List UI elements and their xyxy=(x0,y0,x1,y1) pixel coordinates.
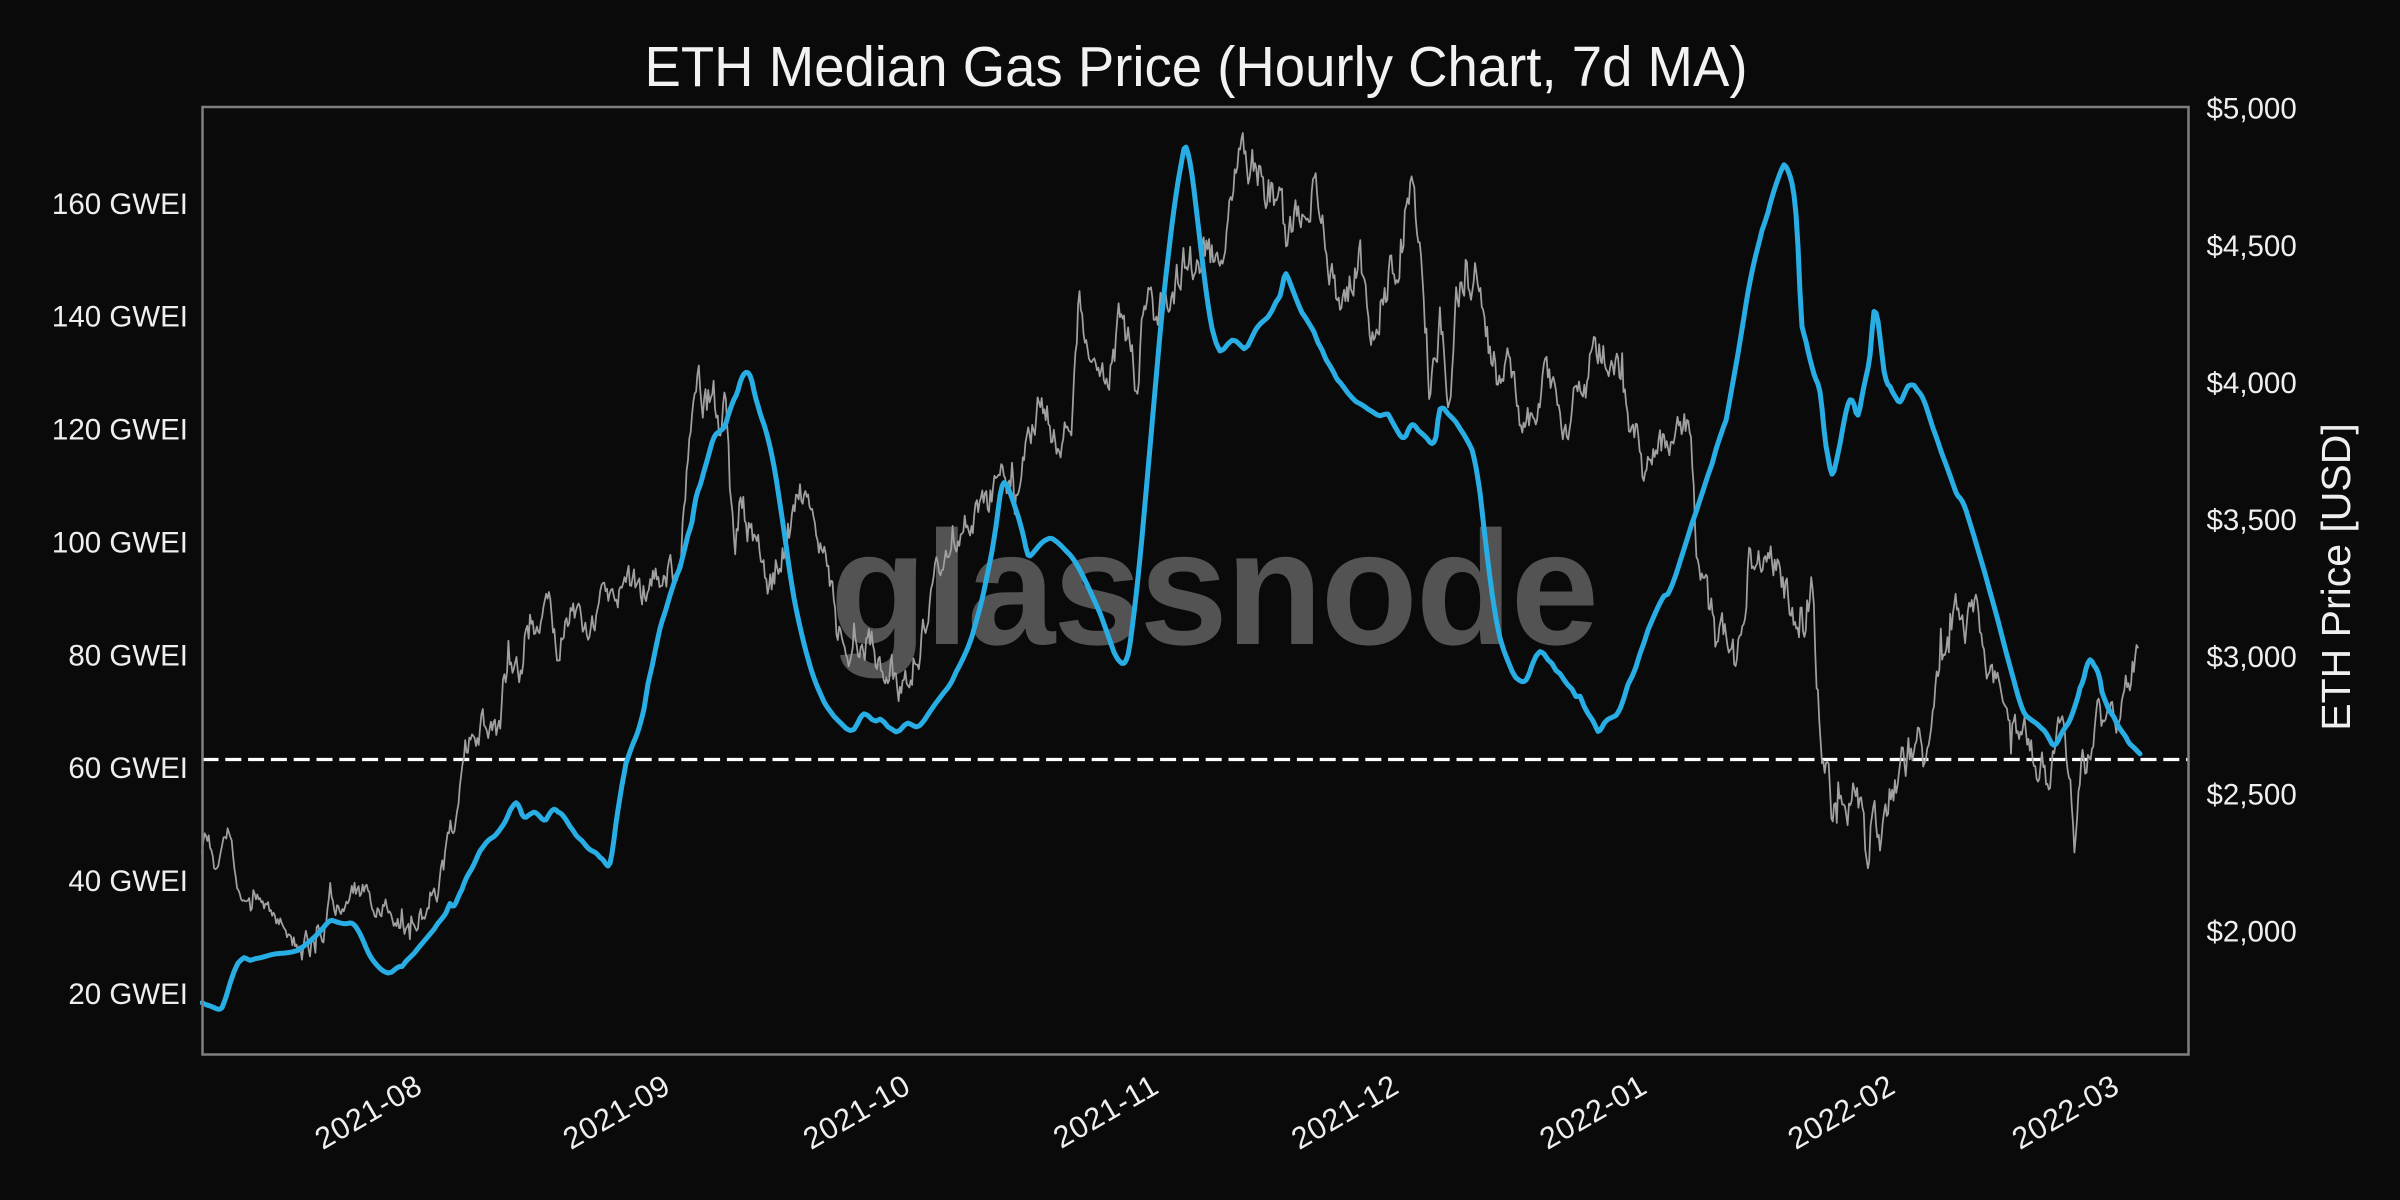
svg-text:$4,000: $4,000 xyxy=(2207,367,2297,400)
svg-text:$2,500: $2,500 xyxy=(2207,778,2297,811)
svg-text:60 GWEI: 60 GWEI xyxy=(68,752,188,785)
svg-text:ETH Price [USD]: ETH Price [USD] xyxy=(2313,423,2359,731)
svg-text:120 GWEI: 120 GWEI xyxy=(52,414,188,447)
svg-text:ETH Median Gas Price (Hourly C: ETH Median Gas Price (Hourly Chart, 7d M… xyxy=(645,35,1748,99)
svg-text:$5,000: $5,000 xyxy=(2207,93,2297,126)
svg-text:$2,000: $2,000 xyxy=(2207,915,2297,948)
svg-text:20 GWEI: 20 GWEI xyxy=(68,978,188,1011)
svg-text:80 GWEI: 80 GWEI xyxy=(68,639,188,672)
svg-text:140 GWEI: 140 GWEI xyxy=(52,301,188,334)
svg-text:$4,500: $4,500 xyxy=(2207,230,2297,263)
svg-text:$3,000: $3,000 xyxy=(2207,641,2297,674)
svg-text:40 GWEI: 40 GWEI xyxy=(68,865,188,898)
svg-text:$3,500: $3,500 xyxy=(2207,504,2297,537)
svg-text:160 GWEI: 160 GWEI xyxy=(52,188,188,221)
svg-text:glassnode: glassnode xyxy=(830,498,1597,679)
svg-text:100 GWEI: 100 GWEI xyxy=(52,527,188,560)
